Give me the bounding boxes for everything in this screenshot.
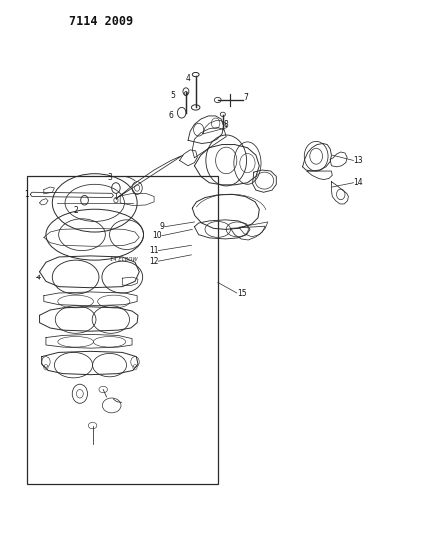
Text: 7114 2009: 7114 2009 [69, 15, 133, 28]
Text: 14: 14 [353, 178, 362, 187]
Text: 14 ELBOW: 14 ELBOW [109, 257, 137, 262]
Text: 11: 11 [149, 246, 158, 255]
Text: 10: 10 [152, 231, 161, 240]
Text: 3: 3 [107, 173, 112, 182]
Text: 15: 15 [236, 288, 246, 297]
Text: 2: 2 [73, 206, 78, 215]
Text: 13: 13 [353, 156, 362, 165]
Text: 7: 7 [243, 93, 248, 102]
Bar [27, 176, 217, 484]
Text: 4: 4 [185, 74, 190, 83]
Text: 5: 5 [170, 91, 175, 100]
Text: 8: 8 [223, 120, 228, 129]
Text: 12: 12 [149, 257, 158, 265]
Text: 1: 1 [24, 190, 29, 199]
Text: 6: 6 [168, 111, 173, 120]
Text: 9: 9 [159, 222, 164, 231]
